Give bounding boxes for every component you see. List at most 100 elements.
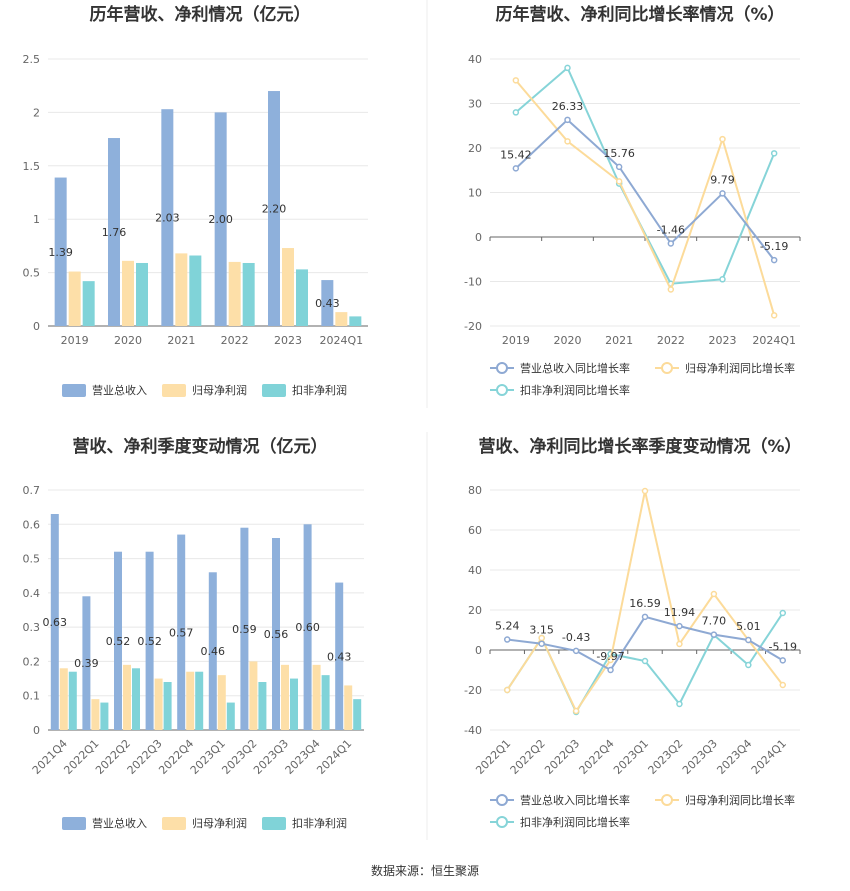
data-point bbox=[572, 647, 580, 655]
bar-deducted-net-profit bbox=[100, 702, 109, 730]
y-tick-label: 60 bbox=[468, 524, 482, 537]
y-tick-label: -20 bbox=[464, 684, 482, 697]
data-label: 0.60 bbox=[295, 621, 320, 634]
data-point bbox=[719, 276, 726, 283]
x-tick-label: 2021 bbox=[605, 334, 633, 347]
legend-label: 归母净利润同比增长率 bbox=[685, 793, 795, 807]
data-point bbox=[607, 666, 614, 674]
bar-revenue bbox=[177, 534, 186, 730]
bar-deducted-net-profit bbox=[349, 316, 362, 326]
y-tick-label: 0 bbox=[33, 724, 40, 737]
data-label: 5.24 bbox=[495, 620, 520, 633]
data-label: 15.76 bbox=[603, 147, 635, 160]
data-source-note: 数据来源：恒生聚源 bbox=[370, 864, 479, 878]
series-line-revenue bbox=[515, 118, 775, 261]
bar-revenue bbox=[208, 572, 217, 730]
legend-label: 归母净利润 bbox=[192, 816, 247, 830]
bar-parent-net-profit bbox=[344, 685, 353, 730]
bar-deducted-net-profit bbox=[226, 702, 235, 730]
data-label: 0.59 bbox=[232, 623, 257, 636]
data-point bbox=[564, 138, 571, 145]
chart-title: 历年营收、净利情况（亿元） bbox=[90, 4, 311, 25]
data-point bbox=[770, 256, 778, 264]
data-label: 2.20 bbox=[262, 203, 287, 216]
legend-swatch bbox=[262, 817, 286, 830]
data-point bbox=[564, 116, 571, 124]
bar-deducted-net-profit bbox=[68, 671, 77, 730]
data-point bbox=[770, 150, 778, 157]
x-tick-label: 2024Q1 bbox=[314, 737, 354, 777]
data-point bbox=[615, 163, 623, 171]
data-point bbox=[564, 64, 571, 72]
bar-revenue bbox=[268, 91, 280, 326]
bar-parent-net-profit bbox=[186, 671, 195, 730]
bar-revenue bbox=[108, 138, 120, 326]
legend-marker bbox=[661, 794, 673, 806]
data-point bbox=[572, 707, 580, 715]
y-tick-label: 0.5 bbox=[23, 553, 41, 566]
y-tick-label: -10 bbox=[464, 276, 482, 289]
legend-label: 扣非净利润 bbox=[292, 383, 347, 397]
data-label: 0.56 bbox=[264, 628, 289, 641]
bar-deducted-net-profit bbox=[258, 682, 267, 730]
data-point bbox=[512, 165, 520, 172]
data-label: -1.46 bbox=[657, 223, 685, 236]
data-point bbox=[667, 240, 675, 247]
y-tick-label: -40 bbox=[464, 724, 482, 737]
y-tick-label: -20 bbox=[464, 320, 482, 333]
bar-parent-net-profit bbox=[217, 675, 226, 730]
quarterly-values-chart: 营收、净利季度变动情况（亿元） 0 0.1 0.2 0.3 0.4 0.5 0.6 0.7 0.… bbox=[23, 436, 364, 830]
legend-marker bbox=[496, 816, 508, 828]
bar-revenue bbox=[335, 582, 344, 730]
bar-parent-net-profit bbox=[123, 664, 131, 730]
chart-title: 历年营收、净利同比增长率情况（%） bbox=[495, 4, 784, 25]
x-tick-label: 2024Q1 bbox=[320, 334, 364, 347]
x-tick-label: 2023Q1 bbox=[611, 737, 651, 777]
x-tick-label: 2021 bbox=[167, 334, 195, 347]
y-tick-label: 20 bbox=[468, 142, 482, 155]
bar-deducted-net-profit bbox=[82, 281, 95, 326]
y-tick-label: 1 bbox=[33, 213, 40, 226]
bar-deducted-net-profit bbox=[195, 671, 204, 730]
data-label: 2.03 bbox=[155, 212, 180, 225]
legend-swatch bbox=[162, 817, 186, 830]
data-label: -0.43 bbox=[562, 631, 590, 644]
bar-parent-net-profit bbox=[59, 668, 68, 730]
bar-deducted-net-profit bbox=[290, 678, 298, 730]
data-label: 26.33 bbox=[552, 100, 584, 113]
y-tick-label: 2.5 bbox=[23, 53, 41, 66]
y-tick-label: 20 bbox=[468, 604, 482, 617]
bar-revenue bbox=[303, 524, 312, 730]
data-point bbox=[641, 487, 649, 495]
data-point bbox=[676, 622, 683, 630]
y-tick-label: 0 bbox=[475, 231, 482, 244]
data-label: 3.15 bbox=[529, 624, 554, 637]
y-tick-label: 0.7 bbox=[23, 484, 41, 497]
x-tick-label: 2023 bbox=[274, 334, 302, 347]
legend-label: 营业总收入同比增长率 bbox=[520, 793, 630, 807]
data-point bbox=[512, 109, 520, 116]
legend-marker bbox=[496, 384, 508, 396]
data-point bbox=[710, 590, 718, 598]
data-point bbox=[676, 700, 683, 708]
y-tick-label: 2 bbox=[33, 106, 40, 119]
x-tick-label: 2019 bbox=[61, 334, 89, 347]
legend-swatch bbox=[62, 817, 86, 830]
data-label: 1.76 bbox=[102, 226, 127, 239]
bar-revenue bbox=[145, 551, 154, 730]
data-point bbox=[607, 656, 614, 664]
bar-deducted-net-profit bbox=[189, 255, 202, 326]
bar-parent-net-profit bbox=[335, 312, 348, 326]
legend-marker bbox=[661, 362, 673, 374]
y-tick-label: 30 bbox=[468, 98, 482, 111]
series-line-parent-net-profit bbox=[515, 79, 776, 316]
data-point bbox=[779, 609, 787, 617]
data-point bbox=[770, 312, 778, 319]
y-tick-label: 0 bbox=[33, 320, 40, 333]
y-tick-label: 0.5 bbox=[23, 267, 41, 280]
chart-title: 营收、净利同比增长率季度变动情况（%） bbox=[478, 436, 801, 457]
data-point bbox=[503, 636, 511, 643]
bar-parent-net-profit bbox=[249, 661, 258, 730]
data-label: 0.43 bbox=[315, 297, 340, 310]
